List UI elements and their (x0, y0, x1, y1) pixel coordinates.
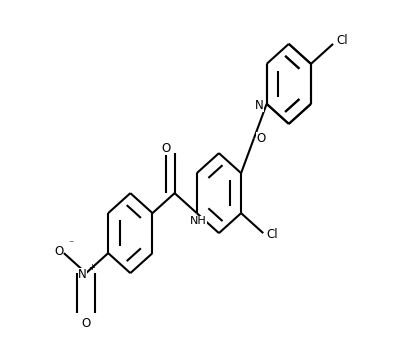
Text: O: O (161, 142, 170, 155)
Text: O: O (54, 245, 63, 258)
Text: Cl: Cl (336, 34, 348, 46)
Text: ⁻: ⁻ (68, 239, 73, 249)
Text: NH: NH (190, 216, 207, 226)
Text: O: O (81, 317, 91, 330)
Text: N: N (255, 99, 264, 112)
Text: +: + (88, 263, 95, 272)
Text: O: O (256, 132, 266, 145)
Text: Cl: Cl (266, 228, 278, 241)
Text: N: N (78, 268, 87, 281)
